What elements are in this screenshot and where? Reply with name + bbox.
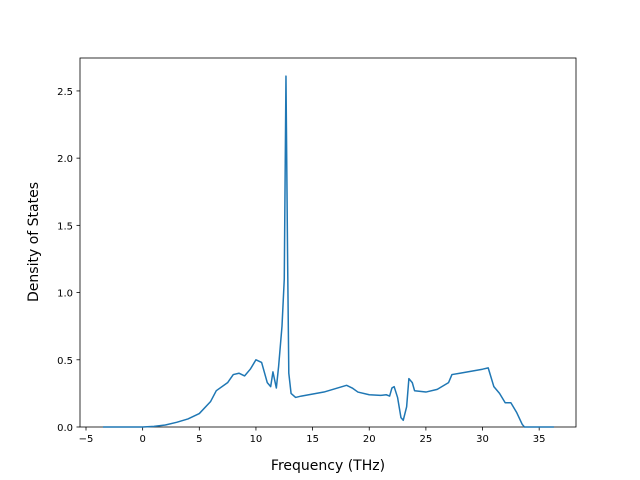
y-axis-label: Density of States	[26, 182, 42, 302]
dos-line	[103, 75, 554, 428]
x-tick-label: 5	[196, 434, 202, 445]
x-tick-label: 20	[363, 434, 376, 445]
y-tick-label: 1.0	[57, 289, 73, 300]
x-tick-label: 10	[250, 434, 263, 445]
x-axis-label: Frequency (THz)	[271, 458, 385, 474]
x-tick-label: 0	[139, 434, 145, 445]
x-tick-label: 35	[533, 434, 546, 445]
x-tick-label: −5	[79, 434, 94, 445]
y-tick-label: 0.0	[57, 423, 73, 434]
x-tick-label: 30	[476, 434, 489, 445]
plot-frame	[79, 57, 577, 428]
y-tick-label: 0.5	[57, 356, 73, 367]
x-tick-label: 25	[420, 434, 433, 445]
y-tick-label: 1.5	[57, 221, 73, 232]
y-tick-label: 2.5	[57, 87, 73, 98]
y-tick-label: 2.0	[57, 154, 73, 165]
x-tick-label: 15	[306, 434, 319, 445]
